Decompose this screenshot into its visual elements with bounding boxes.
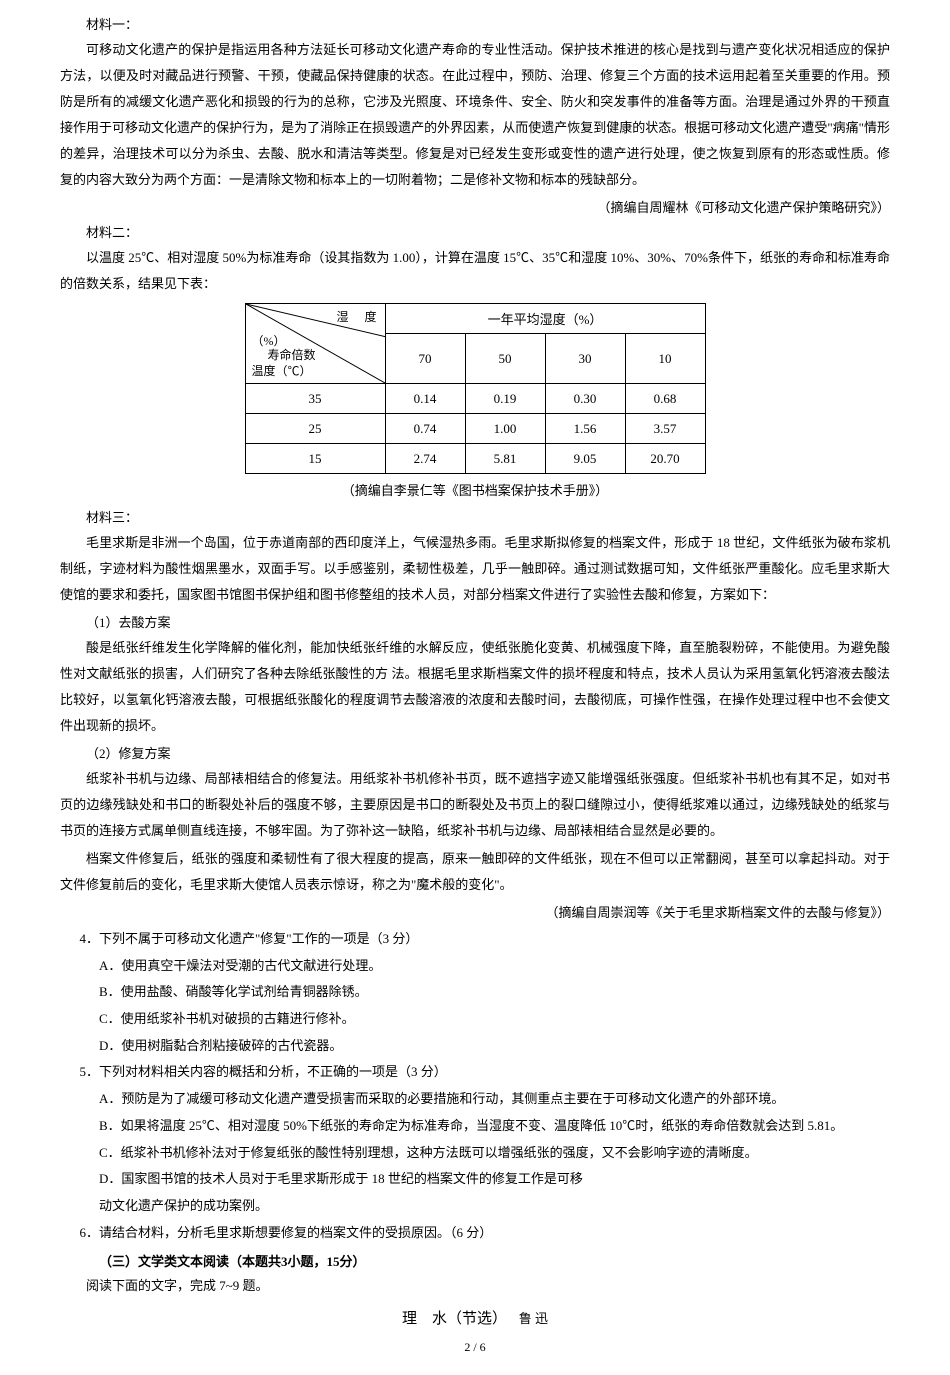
material2-label: 材料二： (60, 222, 890, 241)
val-cell: 0.19 (465, 384, 545, 414)
q5-opt-a: A．预防是为了减缓可移动文化遗产遭受损害而采取的必要措施和行动，其侧重点主要在于… (99, 1087, 890, 1112)
diag-mid2: 寿命倍数 (268, 346, 316, 363)
sub2-body: 纸浆补书机与边缘、局部裱相结合的修复法。用纸浆补书机修补书页，既不遮挡字迹又能增… (60, 766, 890, 844)
val-cell: 0.14 (385, 384, 465, 414)
q4-opt-b: B．使用盐酸、硝酸等化学试剂给青铜器除锈。 (99, 980, 890, 1005)
diag-header-cell: 湿 度 （%） 寿命倍数 温度（℃） (245, 304, 385, 384)
diag-top2: 度 (364, 308, 376, 325)
material3-end: 档案文件修复后，纸张的强度和柔韧性有了很大程度的提高，原来一触即碎的文件纸张，现… (60, 846, 890, 898)
val-cell: 1.56 (545, 414, 625, 444)
val-cell: 0.30 (545, 384, 625, 414)
val-cell: 9.05 (545, 444, 625, 474)
lifetime-table-wrap: 湿 度 （%） 寿命倍数 温度（℃） 一年平均湿度（%） 70 50 30 10… (60, 303, 890, 474)
q4-opt-c: C．使用纸浆补书机对破损的古籍进行修补。 (99, 1007, 890, 1032)
temp-cell: 15 (245, 444, 385, 474)
val-cell: 1.00 (465, 414, 545, 444)
q5-opt-b: B．如果将温度 25℃、相对湿度 50%下纸张的寿命定为标准寿命，当湿度不变、温… (99, 1114, 890, 1139)
page-number: 2 / 6 (60, 1340, 890, 1355)
val-cell: 20.70 (625, 444, 705, 474)
reading3-title: 理 水（节选） (402, 1311, 507, 1327)
diag-bottom: 温度（℃） (252, 362, 312, 379)
val-cell: 0.74 (385, 414, 465, 444)
sub1-title: （1）去酸方案 (60, 612, 890, 631)
hum-col-1: 50 (465, 334, 545, 384)
material3-p1: 毛里求斯是非洲一个岛国，位于赤道南部的西印度洋上，气候湿热多雨。毛里求斯拟修复的… (60, 530, 890, 608)
material1-para: 可移动文化遗产的保护是指运用各种方法延长可移动文化遗产寿命的专业性活动。保护技术… (60, 37, 890, 193)
val-cell: 5.81 (465, 444, 545, 474)
sub1-body: 酸是纸张纤维发生化学降解的催化剂，能加快纸张纤维的水解反应，使纸张脆化变黄、机械… (60, 635, 890, 739)
reading3-author: 鲁 迅 (519, 1311, 548, 1326)
q5-cont: 动文化遗产保护的成功案例。 (99, 1194, 890, 1219)
val-cell: 3.57 (625, 414, 705, 444)
hum-col-0: 70 (385, 334, 465, 384)
hum-col-2: 30 (545, 334, 625, 384)
diag-top1: 湿 (336, 308, 348, 325)
material2-para: 以温度 25℃、相对湿度 50%为标准寿命（设其指数为 1.00），计算在温度 … (60, 245, 890, 297)
lifetime-table: 湿 度 （%） 寿命倍数 温度（℃） 一年平均湿度（%） 70 50 30 10… (245, 303, 706, 474)
table-row: 15 2.74 5.81 9.05 20.70 (245, 444, 705, 474)
q4-stem: 4．下列不属于可移动文化遗产"修复"工作的一项是（3 分） (80, 927, 891, 952)
table-caption: （摘编自李景仁等《图书档案保护技术手册》） (60, 480, 890, 499)
reading3-title-line: 理 水（节选） 鲁 迅 (60, 1307, 890, 1328)
material3-source: （摘编自周崇润等《关于毛里求斯档案文件的去酸与修复》） (60, 902, 890, 921)
reading3-intro: 阅读下面的文字，完成 7~9 题。 (60, 1274, 890, 1299)
material1-label: 材料一： (60, 14, 890, 33)
q6-stem: 6．请结合材料，分析毛里求斯想要修复的档案文件的受损原因。（6 分） (80, 1221, 891, 1246)
hum-col-3: 10 (625, 334, 705, 384)
q5-stem: 5．下列对材料相关内容的概括和分析，不正确的一项是（3 分） (80, 1060, 891, 1085)
temp-cell: 35 (245, 384, 385, 414)
material3-label: 材料三： (60, 507, 890, 526)
val-cell: 2.74 (385, 444, 465, 474)
humidity-header: 一年平均湿度（%） (385, 304, 705, 334)
q4-opt-d: D．使用树脂黏合剂粘接破碎的古代瓷器。 (99, 1034, 890, 1059)
q4-opt-a: A．使用真空干燥法对受潮的古代文献进行处理。 (99, 954, 890, 979)
sub2-title: （2）修复方案 (60, 743, 890, 762)
material1-source: （摘编自周耀林《可移动文化遗产保护策略研究》） (60, 197, 890, 216)
q5-opt-c: C．纸浆补书机修补法对于修复纸张的酸性特别理想，这种方法既可以增强纸张的强度，又… (99, 1141, 890, 1166)
val-cell: 0.68 (625, 384, 705, 414)
reading3-heading: （三）文学类文本阅读（本题共3小题，15分） (60, 1251, 890, 1270)
table-row: 35 0.14 0.19 0.30 0.68 (245, 384, 705, 414)
q5-opt-d: D．国家图书馆的技术人员对于毛里求斯形成于 18 世纪的档案文件的修复工作是可移 (99, 1167, 890, 1192)
table-row: 25 0.74 1.00 1.56 3.57 (245, 414, 705, 444)
temp-cell: 25 (245, 414, 385, 444)
